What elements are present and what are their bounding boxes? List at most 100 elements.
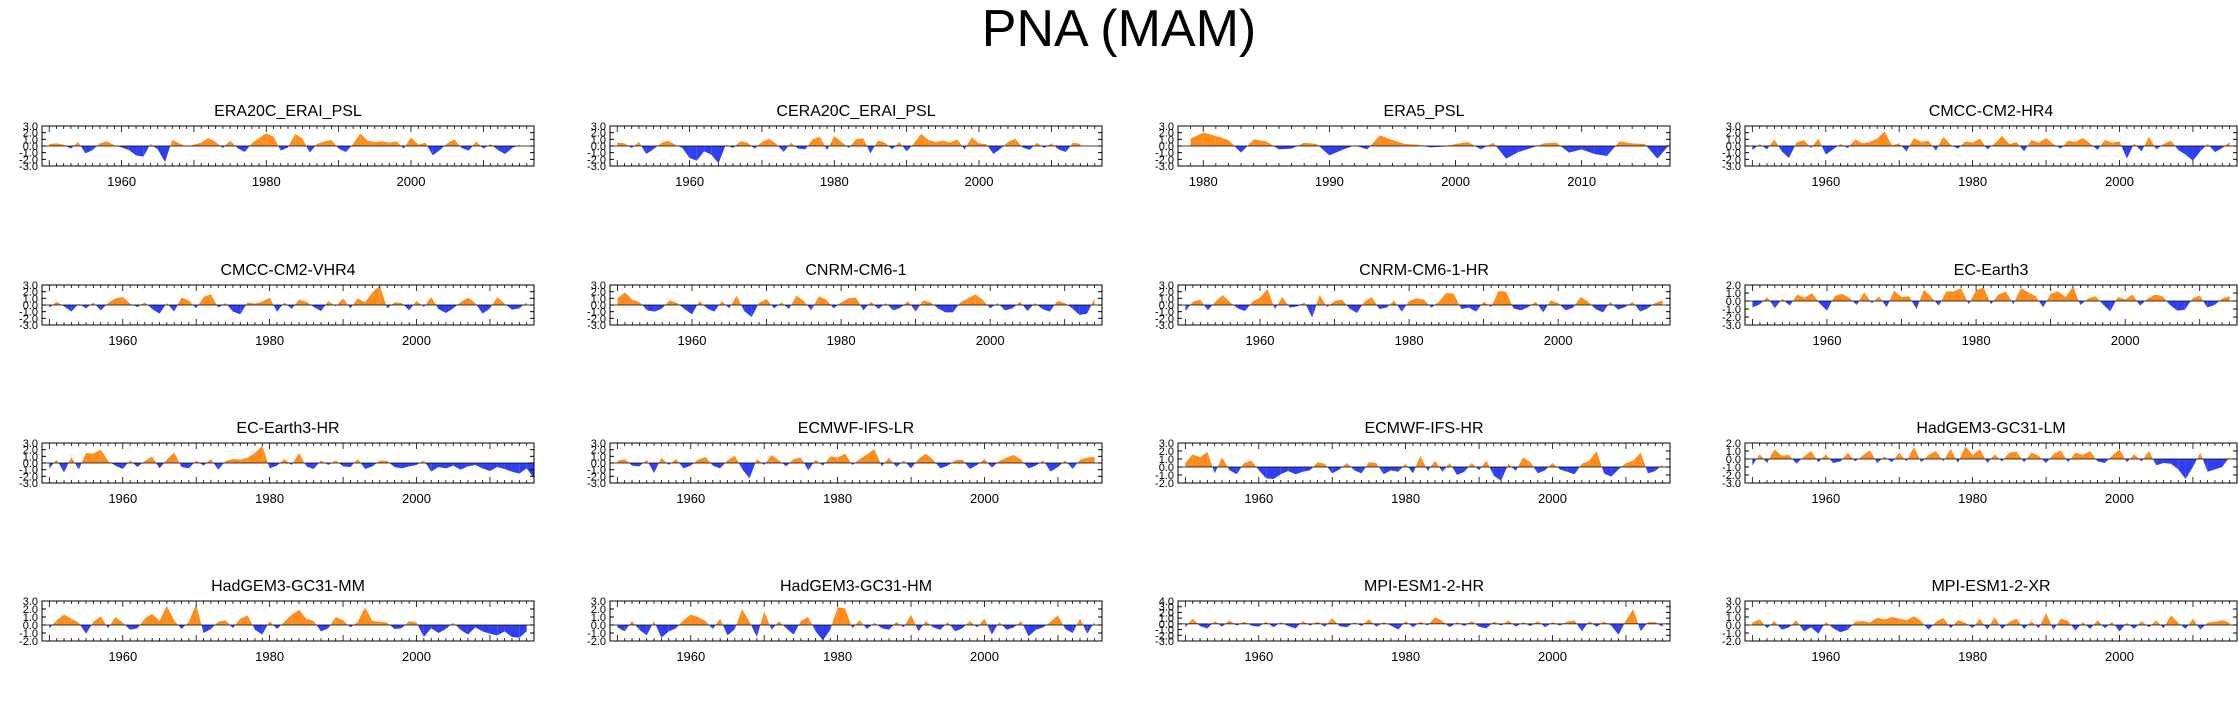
area-segment — [254, 445, 263, 463]
area-segment — [1550, 622, 1553, 624]
area-segment — [1562, 621, 1568, 624]
area-segment — [1222, 295, 1231, 305]
area-segment — [1877, 617, 1885, 625]
area-segment — [2125, 459, 2127, 463]
area-segment — [1994, 454, 2000, 459]
area-segment — [1035, 625, 1044, 630]
area-segment — [1492, 291, 1499, 305]
area-segment — [825, 456, 831, 463]
area-segment — [357, 298, 366, 305]
area-segment — [778, 621, 783, 625]
area-segment — [2200, 146, 2206, 152]
panel-15: MPI-ESM1-2-HR4.03.02.01.00.0-1.0-2.0-3.0… — [1155, 578, 1671, 664]
area-segment — [1197, 623, 1201, 627]
area-segment — [218, 463, 224, 470]
area-segment — [647, 305, 655, 312]
area-segment — [1530, 462, 1534, 467]
area-segment — [1050, 463, 1058, 472]
area-segment — [2071, 625, 2076, 631]
area-segment — [281, 621, 285, 625]
area-segment — [450, 622, 454, 625]
area-segment — [1816, 459, 1819, 463]
area-segment — [731, 295, 737, 305]
area-segment — [321, 305, 326, 311]
area-segment — [1855, 459, 1859, 462]
area-segment — [203, 463, 207, 466]
y-tick-label: 2.0 — [23, 445, 38, 457]
area-segment — [223, 461, 226, 463]
y-tick-label: 1.0 — [1726, 134, 1741, 146]
area-segment — [445, 305, 454, 313]
area-segment — [1957, 146, 1961, 149]
area-segment — [646, 146, 654, 154]
area-segment — [1475, 623, 1480, 627]
area-segment — [2207, 301, 2215, 308]
area-segment — [940, 463, 948, 469]
y-tick-label: 2.0 — [591, 445, 606, 457]
area-segment — [1789, 146, 1795, 158]
area-segment — [1072, 625, 1077, 633]
area-segment — [2046, 293, 2051, 301]
y-tick-label: 0.0 — [591, 620, 606, 632]
area-segment — [325, 301, 329, 305]
area-segment — [958, 302, 961, 305]
area-segment — [830, 456, 838, 463]
area-segment — [1445, 623, 1450, 628]
area-segment — [1556, 623, 1560, 626]
area-segment — [52, 301, 57, 305]
area-segment — [177, 297, 182, 305]
area-segment — [1207, 305, 1213, 311]
area-segment — [1452, 467, 1458, 475]
area-segment — [962, 625, 966, 629]
area-segment — [1837, 144, 1841, 146]
area-segment — [1840, 459, 1843, 462]
area-segment — [1507, 463, 1509, 467]
area-segment — [2199, 295, 2204, 301]
area-segment — [147, 305, 153, 309]
y-tick-label: 4.0 — [1159, 596, 1174, 608]
area-segment — [409, 621, 417, 625]
area-segment — [1405, 621, 1409, 624]
area-segment — [667, 140, 676, 146]
area-segment — [1884, 456, 1888, 459]
area-segment — [1192, 454, 1201, 467]
panel-title: CERA20C_ERAI_PSL — [776, 103, 935, 120]
area-segment — [1821, 146, 1826, 155]
area-segment — [196, 460, 200, 463]
area-segment — [222, 146, 225, 148]
area-segment — [489, 463, 498, 471]
panel-title: HadGEM3-GC31-HM — [780, 578, 932, 595]
area-segment — [2143, 451, 2149, 459]
area-segment — [2053, 450, 2061, 459]
area-segment — [2086, 625, 2091, 629]
area-segment — [1241, 463, 1245, 467]
area-segment — [1468, 463, 1472, 467]
area-segment — [423, 625, 432, 637]
panel-9: EC-Earth3-HR3.02.01.00.0-1.0-2.0-3.01960… — [19, 420, 535, 506]
area-segment — [1953, 620, 1958, 625]
area-segment — [1774, 621, 1778, 625]
area-segment — [1028, 463, 1036, 469]
area-segment — [1022, 305, 1028, 311]
area-segment — [896, 463, 901, 467]
area-segment — [1222, 457, 1228, 467]
area-segment — [156, 463, 160, 469]
area-segment — [2016, 142, 2020, 146]
area-segment — [669, 300, 678, 305]
area-segment — [291, 305, 295, 309]
y-tick-label: 0.0 — [1159, 141, 1174, 153]
area-segment — [196, 305, 199, 309]
area-segment — [812, 136, 820, 146]
area-segment — [624, 625, 630, 632]
area-segment — [1021, 459, 1025, 463]
area-segment — [1072, 305, 1080, 315]
y-tick-label: 3.0 — [591, 596, 606, 608]
area-segment — [867, 146, 871, 154]
y-tick-label: 1.0 — [1159, 454, 1174, 466]
area-segment — [56, 459, 59, 463]
area-segment — [1801, 456, 1804, 459]
area-segment — [856, 138, 864, 146]
area-segment — [519, 305, 524, 309]
area-segment — [1632, 301, 1636, 305]
area-segment — [654, 621, 656, 625]
